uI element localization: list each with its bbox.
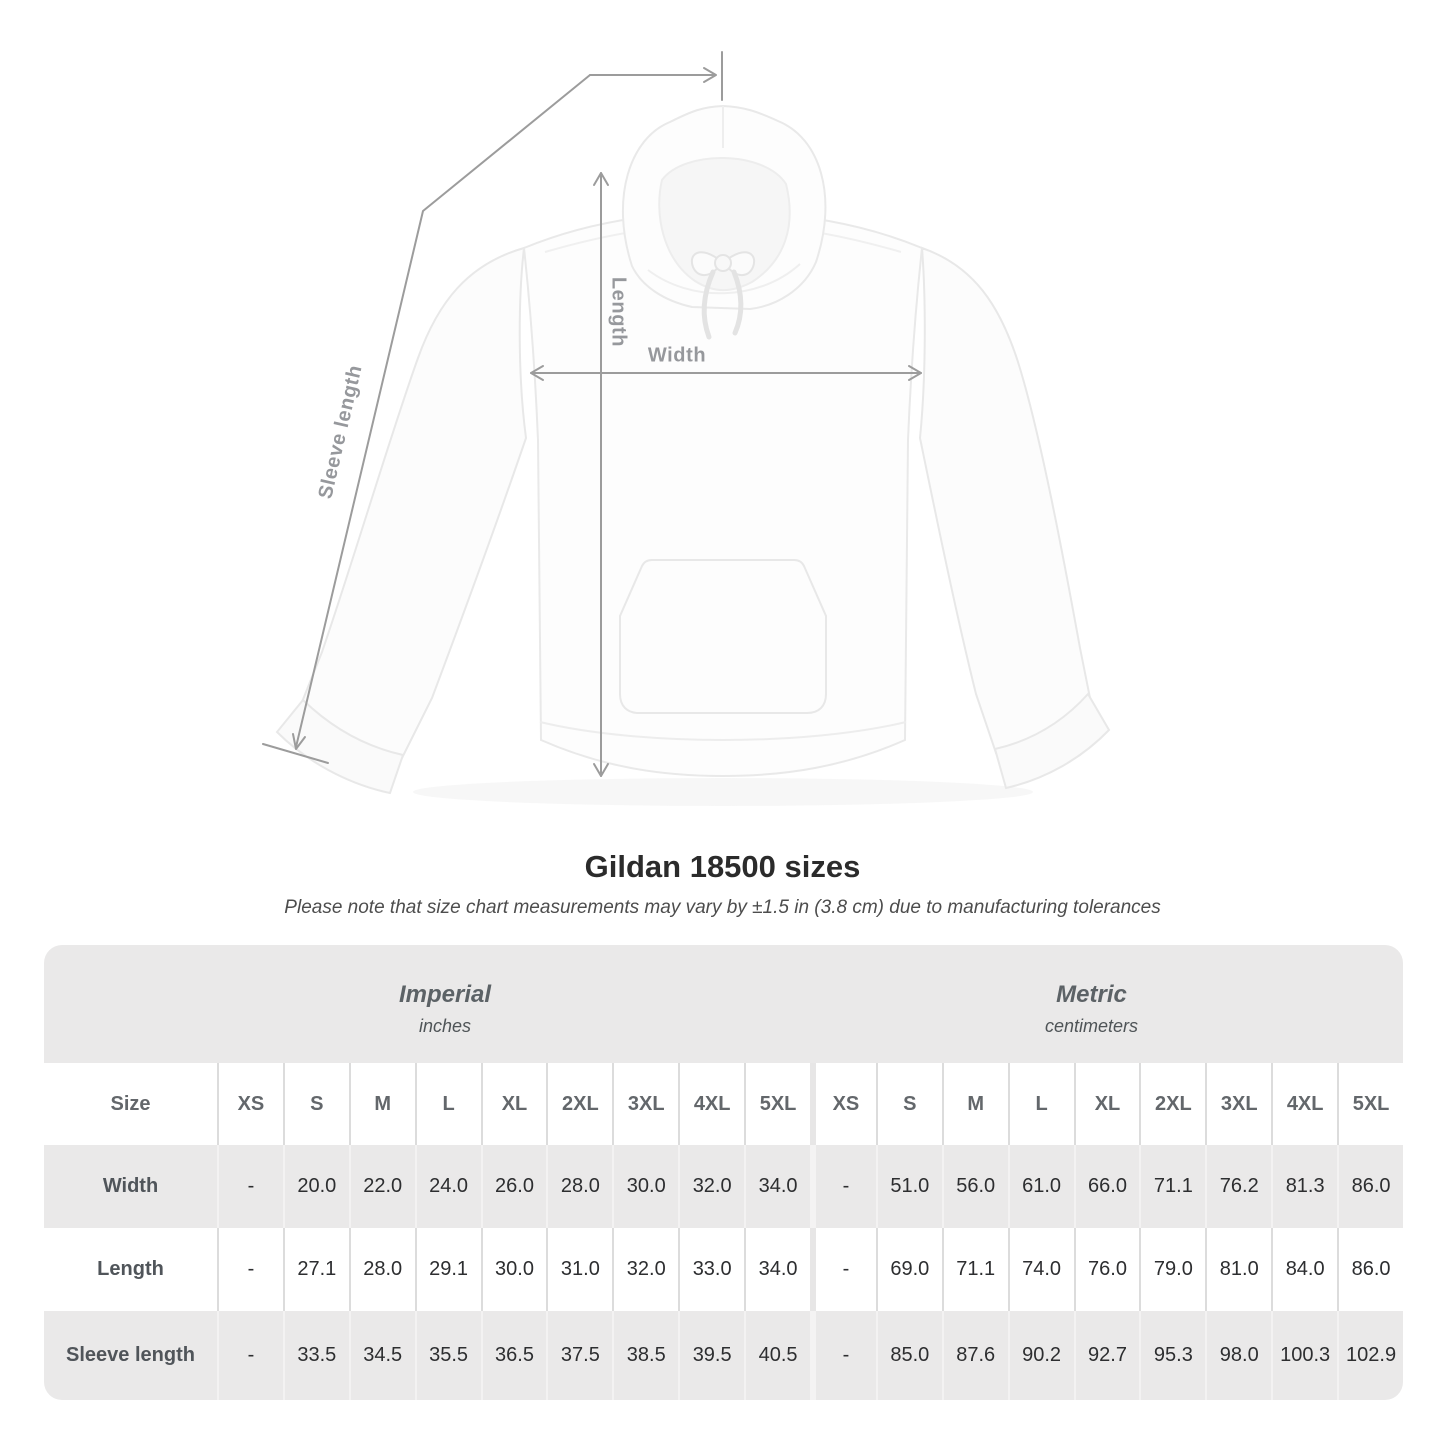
size-header-cell: 4XL: [1271, 1063, 1337, 1145]
value-cell: 39.5: [678, 1311, 745, 1400]
value-cell: 22.0: [348, 1145, 415, 1228]
value-cell: 32.0: [678, 1145, 745, 1228]
length-measure-label: Length: [607, 276, 630, 348]
size-header-cell: M: [941, 1063, 1008, 1145]
value-cell: -: [809, 1228, 876, 1311]
size-column-header: Size: [110, 1092, 151, 1115]
value-cell: 87.6: [941, 1311, 1008, 1400]
value-cell: 98.0: [1205, 1311, 1272, 1400]
value-cell: -: [809, 1311, 876, 1400]
value-cell: 30.0: [612, 1145, 679, 1228]
value-cell: 79.0: [1139, 1228, 1205, 1311]
value-cell: 34.0: [744, 1228, 810, 1311]
value-cell: 76.2: [1205, 1145, 1272, 1228]
value-cell: 34.5: [348, 1311, 415, 1400]
size-header-cell: XL: [1073, 1063, 1140, 1145]
tolerance-note: Please note that size chart measurements…: [284, 897, 1161, 918]
size-header-cell: M: [348, 1063, 415, 1145]
value-cell: 69.0: [875, 1228, 942, 1311]
size-header-cell: 5XL: [744, 1063, 810, 1145]
value-cell: 20.0: [282, 1145, 349, 1228]
measurement-arrows: [262, 51, 922, 777]
value-cell: 71.1: [1139, 1145, 1206, 1228]
value-cell: 81.3: [1271, 1145, 1338, 1228]
row-label-length: Length: [97, 1258, 164, 1280]
value-cell: -: [217, 1228, 283, 1311]
value-cell: 86.0: [1337, 1145, 1403, 1228]
size-header-cell: 5XL: [1337, 1063, 1403, 1145]
metric-label: Metric: [1056, 981, 1127, 1008]
metric-group-header: Metric centimeters: [809, 945, 1403, 1063]
value-cell: 74.0: [1007, 1228, 1074, 1311]
size-header-cell: 2XL: [1139, 1063, 1205, 1145]
value-cell: 56.0: [941, 1145, 1008, 1228]
value-cell: 30.0: [480, 1228, 547, 1311]
value-cell: 37.5: [546, 1311, 613, 1400]
value-cell: 102.9: [1337, 1311, 1403, 1400]
value-cell: 38.5: [612, 1311, 679, 1400]
imperial-unit-label: inches: [418, 1016, 471, 1036]
size-chart-table: Imperial inches Metric centimeters Size …: [44, 945, 1403, 1400]
value-cell: 28.0: [546, 1145, 613, 1228]
size-header-cell: XS: [217, 1063, 283, 1145]
value-cell: 84.0: [1271, 1228, 1337, 1311]
value-cell: 35.5: [414, 1311, 481, 1400]
size-header-cell: XS: [809, 1063, 876, 1145]
value-cell: 90.2: [1007, 1311, 1074, 1400]
value-cell: 71.1: [941, 1228, 1008, 1311]
width-measure-label: Width: [647, 344, 707, 367]
value-cell: 34.0: [744, 1145, 810, 1228]
imperial-label: Imperial: [398, 981, 492, 1008]
value-cell: 100.3: [1271, 1311, 1338, 1400]
size-header-cell: 3XL: [612, 1063, 678, 1145]
size-header-cell: 3XL: [1205, 1063, 1271, 1145]
value-cell: -: [217, 1311, 283, 1400]
row-label-width: Width: [44, 1145, 217, 1228]
value-cell: 76.0: [1073, 1228, 1140, 1311]
size-header-cell: L: [414, 1063, 481, 1145]
hoodie-measurement-diagram: Length Width Sleeve length: [262, 51, 1111, 795]
metric-unit-label: centimeters: [1044, 1016, 1138, 1036]
value-cell: -: [809, 1145, 876, 1228]
value-cell: 81.0: [1205, 1228, 1271, 1311]
value-cell: 29.1: [414, 1228, 481, 1311]
imperial-group-header: Imperial inches: [44, 945, 810, 1063]
value-cell: 51.0: [875, 1145, 942, 1228]
value-cell: 95.3: [1139, 1311, 1206, 1400]
value-cell: 92.7: [1073, 1311, 1140, 1400]
size-header-cell: 2XL: [546, 1063, 612, 1145]
value-cell: 66.0: [1073, 1145, 1140, 1228]
row-label-sleeve-length: Sleeve length: [44, 1311, 217, 1400]
value-cell: 28.0: [348, 1228, 415, 1311]
size-header-cell: L: [1007, 1063, 1074, 1145]
page-title: Gildan 18500 sizes: [584, 849, 861, 884]
value-cell: 32.0: [612, 1228, 678, 1311]
size-header-cell: 4XL: [678, 1063, 744, 1145]
value-cell: 86.0: [1337, 1228, 1403, 1311]
value-cell: 33.0: [678, 1228, 744, 1311]
hoodie-illustration: [262, 51, 1111, 795]
value-cell: 85.0: [875, 1311, 942, 1400]
value-cell: -: [217, 1145, 283, 1228]
value-cell: 27.1: [282, 1228, 349, 1311]
value-cell: 33.5: [282, 1311, 349, 1400]
value-cell: 61.0: [1007, 1145, 1074, 1228]
value-cell: 31.0: [546, 1228, 612, 1311]
size-header-cell: S: [282, 1063, 349, 1145]
value-cell: 26.0: [480, 1145, 547, 1228]
value-cell: 36.5: [480, 1311, 547, 1400]
size-header-cell: XL: [480, 1063, 547, 1145]
size-header-cell: S: [875, 1063, 942, 1145]
value-cell: 24.0: [414, 1145, 481, 1228]
value-cell: 40.5: [744, 1311, 810, 1400]
